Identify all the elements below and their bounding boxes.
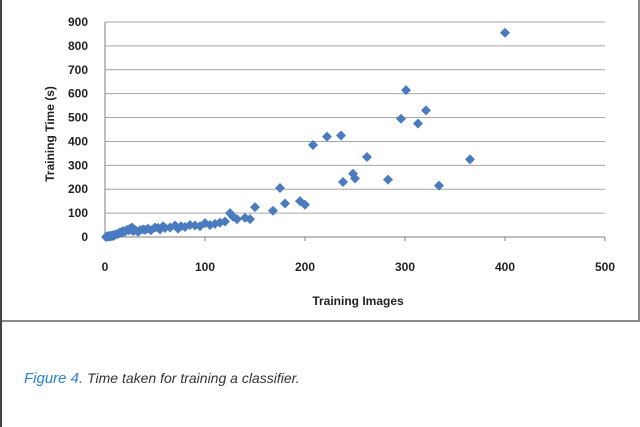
data-point bbox=[500, 27, 510, 38]
x-tick-label: 300 bbox=[395, 260, 415, 274]
data-point bbox=[268, 205, 278, 216]
data-point bbox=[338, 177, 348, 188]
x-tick-label: 200 bbox=[295, 260, 315, 274]
data-point bbox=[401, 85, 411, 96]
y-tick-label: 100 bbox=[68, 206, 88, 220]
y-tick-label: 400 bbox=[68, 134, 88, 148]
figure-caption: Figure 4. Time taken for training a clas… bbox=[24, 370, 300, 387]
data-point bbox=[250, 202, 260, 213]
y-tick-label: 300 bbox=[68, 158, 88, 172]
y-axis-title: Training Time (s) bbox=[43, 86, 57, 182]
chart-container: 0 100 200 300 400 500 600 700 800 900 0 100 200 300 40… bbox=[2, 0, 640, 322]
data-point bbox=[350, 173, 360, 184]
tick-labels: 0 100 200 300 400 500 600 700 800 900 0 100 200 300 40… bbox=[68, 15, 615, 274]
caption-text: Time taken for training a classifier. bbox=[87, 370, 300, 386]
data-point bbox=[396, 113, 406, 124]
x-tick-label: 500 bbox=[595, 260, 615, 274]
y-tick-label: 500 bbox=[68, 111, 88, 125]
y-tick-label: 700 bbox=[68, 63, 88, 77]
data-point bbox=[434, 180, 444, 191]
gridlines bbox=[105, 21, 605, 238]
y-tick-label: 0 bbox=[81, 230, 88, 244]
data-point bbox=[421, 105, 431, 116]
x-tick-label: 400 bbox=[495, 260, 515, 274]
data-point bbox=[275, 183, 285, 194]
x-tick-label: 0 bbox=[102, 260, 109, 274]
x-axis-title: Training Images bbox=[312, 294, 404, 308]
data-point bbox=[280, 198, 290, 209]
y-tick-label: 800 bbox=[68, 39, 88, 53]
data-point bbox=[232, 214, 242, 225]
data-point bbox=[336, 130, 346, 141]
axes bbox=[104, 22, 606, 241]
scatter-chart: 0 100 200 300 400 500 600 700 800 900 0 100 200 300 40… bbox=[43, 15, 615, 308]
page-border bbox=[0, 0, 2, 427]
y-tick-label: 200 bbox=[68, 182, 88, 196]
x-tick-label: 100 bbox=[195, 260, 215, 274]
data-points bbox=[101, 27, 510, 242]
data-point bbox=[245, 214, 255, 225]
data-point bbox=[383, 174, 393, 185]
data-point bbox=[465, 154, 475, 165]
data-point bbox=[413, 118, 423, 129]
data-point bbox=[362, 151, 372, 162]
y-tick-label: 600 bbox=[68, 87, 88, 101]
figure-label: Figure 4. bbox=[24, 370, 84, 387]
y-tick-label: 900 bbox=[68, 15, 88, 29]
data-point bbox=[322, 131, 332, 142]
data-point bbox=[308, 140, 318, 151]
data-point bbox=[220, 216, 230, 227]
data-point bbox=[300, 199, 310, 210]
